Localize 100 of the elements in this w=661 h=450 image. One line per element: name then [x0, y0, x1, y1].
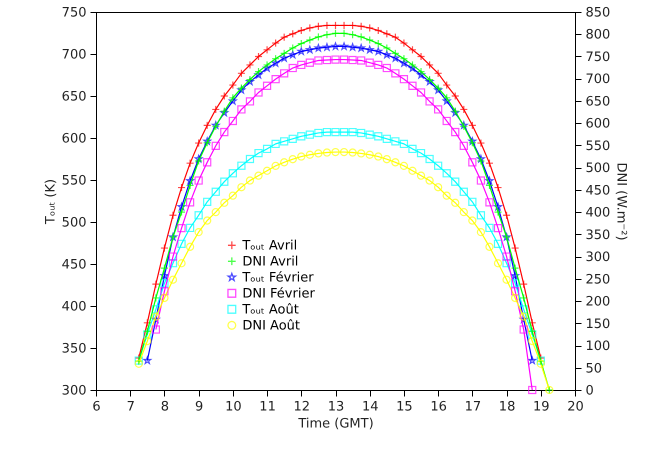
point — [306, 36, 314, 44]
point — [280, 49, 288, 58]
point — [494, 183, 502, 192]
point — [476, 176, 486, 185]
point — [485, 198, 494, 206]
point — [511, 272, 520, 280]
point — [322, 30, 332, 39]
point — [237, 84, 246, 92]
x-tick-label: 15 — [396, 400, 413, 414]
point — [391, 69, 400, 78]
point — [237, 69, 246, 78]
point — [451, 198, 460, 207]
point — [322, 148, 332, 157]
point — [366, 24, 374, 32]
point — [263, 64, 272, 72]
point — [425, 97, 434, 106]
point — [348, 128, 357, 136]
point — [528, 336, 536, 346]
legend-label: DNI Avril — [242, 254, 298, 270]
point — [442, 96, 451, 105]
point — [374, 132, 382, 140]
point — [246, 97, 254, 106]
point — [476, 228, 486, 236]
y2-tick-label: 50 — [586, 361, 602, 376]
point — [460, 105, 468, 114]
point — [237, 105, 246, 114]
point — [306, 24, 314, 32]
point — [442, 169, 451, 178]
point — [297, 39, 306, 48]
point — [246, 154, 254, 164]
y-tick-label: 400 — [62, 300, 86, 314]
point — [400, 54, 408, 63]
point — [262, 166, 272, 175]
point — [306, 58, 314, 67]
point — [152, 315, 160, 323]
point — [520, 315, 528, 323]
point — [314, 44, 322, 52]
point — [408, 46, 417, 54]
point — [280, 69, 288, 78]
point — [228, 192, 237, 200]
point — [254, 88, 263, 97]
point — [468, 216, 476, 225]
y2-tick-label: 700 — [586, 72, 610, 88]
point — [186, 176, 194, 184]
point — [254, 52, 263, 61]
point — [510, 287, 520, 296]
point — [510, 244, 520, 252]
point — [485, 242, 494, 251]
point — [442, 80, 451, 90]
point — [160, 272, 168, 280]
point — [272, 59, 280, 67]
y2-tick-label: 650 — [586, 94, 610, 110]
x-tick-label: 17 — [464, 400, 482, 414]
point — [502, 276, 511, 284]
point — [340, 21, 348, 30]
point — [434, 105, 442, 114]
point — [280, 33, 288, 42]
y2-tick-label: 300 — [586, 250, 610, 266]
point — [391, 49, 400, 58]
x-axis-title: Time (GMT) — [297, 416, 374, 432]
point — [486, 176, 494, 184]
point — [212, 208, 220, 216]
point — [322, 21, 332, 30]
point — [434, 162, 442, 170]
point — [425, 176, 434, 185]
point — [510, 294, 520, 302]
point — [374, 39, 382, 48]
point — [314, 128, 323, 138]
point — [442, 94, 451, 102]
point — [186, 198, 194, 206]
point — [348, 43, 357, 51]
point — [494, 208, 502, 216]
point — [246, 60, 254, 70]
y2-tick-label: 0 — [586, 384, 594, 398]
point — [374, 47, 382, 55]
point — [357, 128, 366, 138]
legend-label: Tₒᵤₜ Avril — [241, 238, 298, 254]
y2-tick-label: 150 — [586, 316, 610, 332]
x-tick-label: 7 — [126, 400, 135, 414]
point — [331, 148, 340, 156]
point — [374, 26, 382, 35]
point — [331, 55, 340, 64]
point — [528, 386, 536, 394]
point — [468, 198, 476, 206]
point — [306, 46, 314, 54]
point — [262, 144, 272, 154]
point — [357, 56, 366, 65]
point — [314, 22, 323, 30]
point — [416, 52, 426, 61]
point — [400, 140, 408, 148]
point — [348, 30, 357, 39]
point — [382, 30, 391, 38]
point — [186, 181, 194, 190]
point — [425, 75, 434, 84]
point — [271, 54, 280, 63]
point — [348, 148, 357, 157]
x-tick-label: 6 — [92, 400, 101, 414]
y2-axis-title: DNI (W.m⁻²) — [613, 162, 628, 241]
point — [143, 327, 152, 336]
point — [271, 75, 280, 84]
